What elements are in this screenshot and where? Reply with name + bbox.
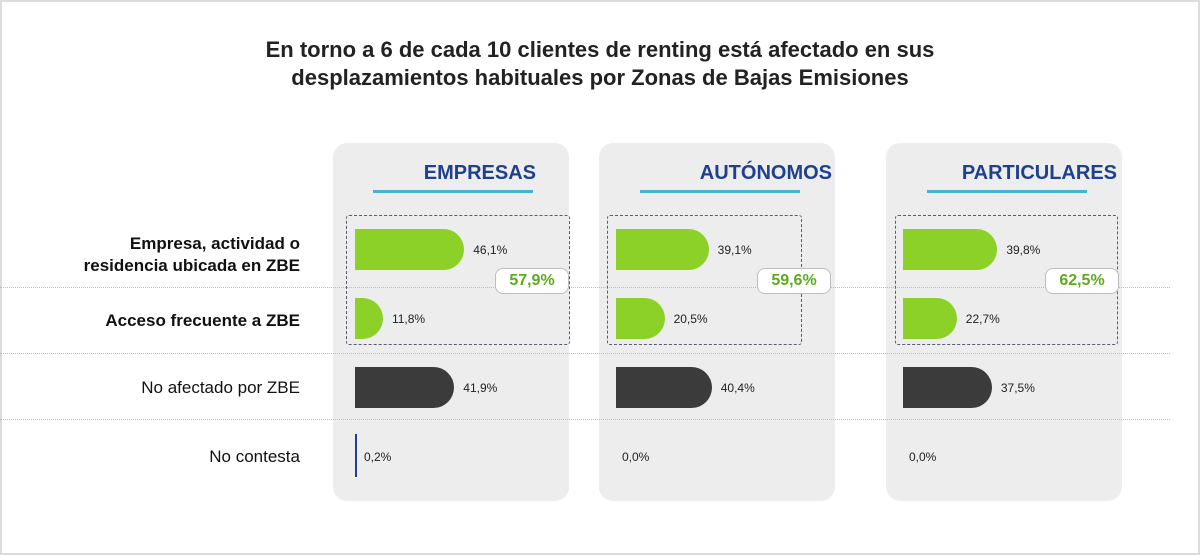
bar-particulares-zbe <box>903 229 998 270</box>
panel-header-autonomos: AUTÓNOMOS <box>699 162 832 184</box>
row-label-no-contesta: No contesta <box>209 447 300 466</box>
total-affected-badge-empresas: 57,9% <box>495 268 569 294</box>
value-label-autonomos-no-contesta: 0,0% <box>622 450 650 464</box>
value-label-empresas-acceso: 11,8% <box>391 312 426 326</box>
panel-underline-particulares <box>927 190 1087 193</box>
total-affected-badge-particulares: 62,5% <box>1045 268 1119 294</box>
value-label-autonomos-acceso: 20,5% <box>673 312 708 326</box>
chart-title-line-1: En torno a 6 de cada 10 clientes de rent… <box>265 37 935 62</box>
bar-empresas-no-contesta <box>355 434 357 477</box>
row-label-acceso: Acceso frecuente a ZBE <box>105 311 300 330</box>
bar-particulares-no-afectado <box>903 367 992 408</box>
value-label-empresas-no-contesta: 0,2% <box>364 450 392 464</box>
row-label-zbe: Empresa, actividad o residencia ubicada … <box>84 233 300 277</box>
value-label-empresas-zbe: 46,1% <box>473 243 508 257</box>
panel-header-particulares: PARTICULARES <box>961 162 1117 184</box>
bar-autonomos-no-afectado <box>616 367 712 408</box>
row-label-zbe-line-2: residencia ubicada en ZBE <box>83 256 300 275</box>
affected-group-box-empresas <box>346 215 570 345</box>
row-separator <box>0 419 1170 420</box>
value-label-autonomos-zbe: 39,1% <box>717 243 752 257</box>
panel-underline-autonomos <box>640 190 800 193</box>
chart-title: En torno a 6 de cada 10 clientes de rent… <box>150 36 1050 92</box>
value-label-empresas-no-afectado: 41,9% <box>463 381 498 395</box>
value-label-particulares-no-afectado: 37,5% <box>1000 381 1035 395</box>
row-separator <box>0 287 1170 288</box>
chart-title-line-2: desplazamientos habituales por Zonas de … <box>291 65 909 90</box>
value-label-autonomos-no-afectado: 40,4% <box>720 381 755 395</box>
bar-empresas-no-afectado <box>355 367 455 408</box>
bar-autonomos-zbe <box>616 229 709 270</box>
row-label-zbe-line-1: Empresa, actividad o <box>129 234 300 253</box>
value-label-particulares-no-contesta: 0,0% <box>909 450 937 464</box>
panel-underline-empresas <box>373 190 533 193</box>
bar-empresas-zbe <box>355 229 465 270</box>
value-label-particulares-zbe: 39,8% <box>1006 243 1041 257</box>
bar-particulares-acceso <box>903 298 957 339</box>
bar-autonomos-acceso <box>616 298 665 339</box>
panel-header-empresas: EMPRESAS <box>423 162 536 184</box>
row-label-no-afectado: No afectado por ZBE <box>141 378 300 397</box>
total-affected-badge-autonomos: 59,6% <box>757 268 831 294</box>
value-label-particulares-acceso: 22,7% <box>965 312 1000 326</box>
row-separator <box>0 353 1170 354</box>
